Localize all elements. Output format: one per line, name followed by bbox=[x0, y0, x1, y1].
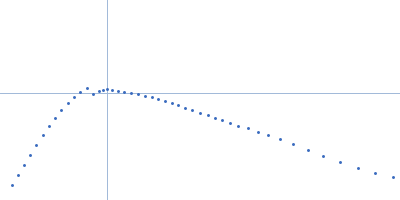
Point bbox=[175, 103, 181, 107]
Point bbox=[212, 116, 218, 120]
Point bbox=[65, 101, 71, 105]
Point bbox=[155, 97, 161, 101]
Point bbox=[169, 101, 175, 105]
Point bbox=[255, 130, 261, 134]
Point bbox=[390, 175, 396, 179]
Point bbox=[96, 89, 102, 93]
Point bbox=[219, 118, 225, 122]
Point bbox=[109, 88, 115, 92]
Point bbox=[149, 95, 155, 99]
Point bbox=[9, 183, 15, 187]
Point bbox=[372, 171, 378, 175]
Point bbox=[235, 124, 241, 128]
Point bbox=[33, 143, 39, 147]
Point bbox=[290, 142, 296, 146]
Point bbox=[162, 99, 168, 103]
Point bbox=[58, 108, 64, 112]
Point bbox=[189, 108, 195, 112]
Point bbox=[71, 95, 77, 99]
Point bbox=[197, 111, 203, 115]
Point bbox=[337, 160, 343, 164]
Point bbox=[52, 116, 58, 120]
Point bbox=[305, 148, 311, 152]
Point bbox=[182, 106, 188, 110]
Point bbox=[27, 153, 33, 157]
Point bbox=[265, 133, 271, 137]
Point bbox=[40, 133, 46, 137]
Point bbox=[100, 88, 106, 92]
Point bbox=[245, 126, 251, 130]
Point bbox=[135, 92, 141, 96]
Point bbox=[277, 137, 283, 141]
Point bbox=[21, 163, 27, 167]
Point bbox=[115, 89, 121, 93]
Point bbox=[15, 173, 21, 177]
Point bbox=[104, 87, 110, 91]
Point bbox=[46, 124, 52, 128]
Point bbox=[128, 91, 134, 95]
Point bbox=[90, 92, 96, 96]
Point bbox=[77, 90, 83, 94]
Point bbox=[320, 154, 326, 158]
Point bbox=[355, 166, 361, 170]
Point bbox=[205, 113, 211, 117]
Point bbox=[142, 94, 148, 98]
Point bbox=[84, 86, 90, 90]
Point bbox=[227, 121, 233, 125]
Point bbox=[121, 90, 127, 94]
